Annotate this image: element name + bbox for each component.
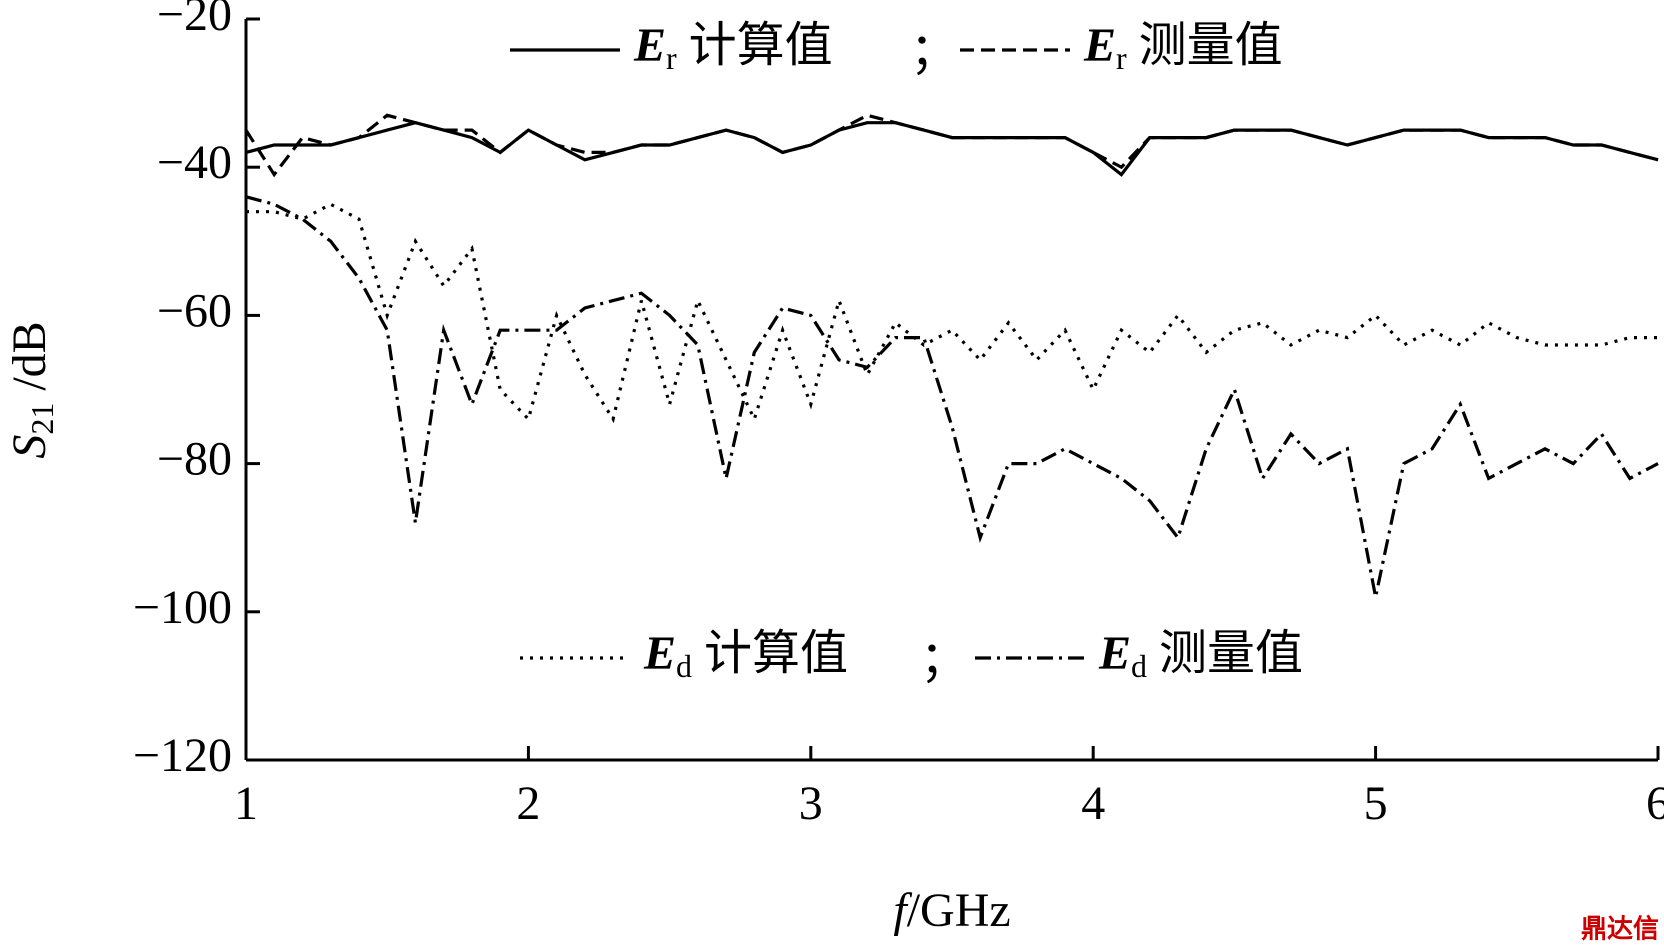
label-sub: 21 (24, 403, 60, 435)
y-tick-label: −20 (157, 0, 232, 41)
x-tick-label: 4 (1081, 777, 1105, 830)
x-tick-label: 6 (1646, 777, 1664, 830)
y-tick-label: −60 (157, 284, 232, 337)
x-tick-label: 3 (799, 777, 823, 830)
label-rest: 测量值 (1147, 627, 1303, 680)
legend-separator: ； (910, 25, 958, 78)
label-rest: 计算值 (692, 627, 848, 680)
x-axis-label: f/GHz (893, 884, 1010, 937)
series-line (244, 113, 1659, 178)
legend-label: Er 测量值 (1083, 19, 1283, 76)
label-rest: 计算值 (677, 19, 833, 72)
label-part: S (3, 435, 56, 459)
series-line (245, 195, 1659, 598)
label-rest: 测量值 (1127, 19, 1283, 72)
series-line (245, 121, 1659, 177)
legend-label: Ed 测量值 (1098, 627, 1303, 684)
label-part: E (633, 19, 666, 72)
label-part: E (1098, 627, 1131, 680)
legend-separator: ； (920, 633, 968, 686)
legend-label: Er 计算值 (633, 19, 833, 76)
label-sub: r (1116, 40, 1127, 76)
label-part: E (643, 627, 676, 680)
x-tick-label: 5 (1364, 777, 1388, 830)
label-sub: d (676, 648, 692, 684)
legend-label: Ed 计算值 (643, 627, 848, 684)
y-tick-label: −100 (133, 581, 232, 634)
label-rest: /GHz (907, 884, 1011, 937)
label-sub: d (1131, 648, 1147, 684)
y-tick-label: −120 (133, 729, 232, 782)
label-sub: r (666, 40, 677, 76)
series-line (246, 202, 1658, 424)
y-axis-label: S21 /dB (3, 321, 60, 458)
watermark: 鼎达信 (1581, 915, 1659, 945)
x-tick-label: 2 (516, 777, 540, 830)
y-tick-label: −40 (157, 136, 232, 189)
label-part: E (1083, 19, 1116, 72)
x-tick-label: 1 (234, 777, 258, 830)
label-rest: /dB (3, 321, 56, 402)
y-tick-label: −80 (157, 433, 232, 486)
